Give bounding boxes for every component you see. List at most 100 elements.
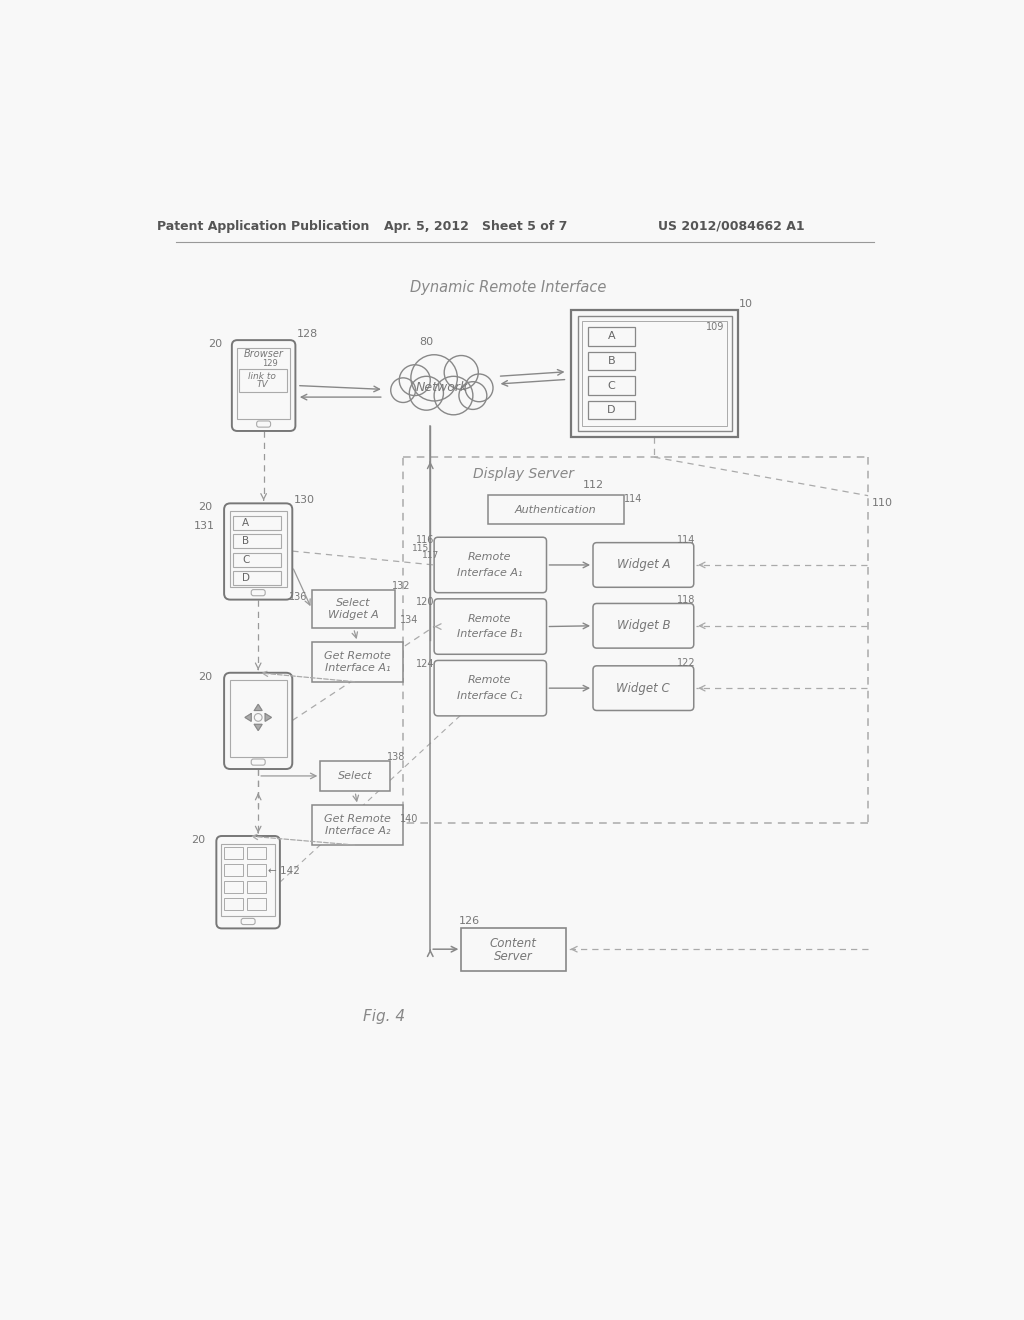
Bar bbox=[589, 351, 635, 370]
Text: 138: 138 bbox=[387, 751, 406, 762]
FancyBboxPatch shape bbox=[434, 599, 547, 655]
Text: TV: TV bbox=[256, 380, 268, 388]
Text: Content: Content bbox=[489, 937, 537, 950]
Polygon shape bbox=[245, 714, 251, 721]
Circle shape bbox=[254, 714, 262, 721]
FancyBboxPatch shape bbox=[231, 341, 295, 430]
FancyBboxPatch shape bbox=[593, 543, 693, 587]
Text: 114: 114 bbox=[677, 535, 695, 545]
Bar bbox=[589, 401, 635, 420]
Text: 115: 115 bbox=[412, 544, 429, 553]
Text: Widget A: Widget A bbox=[328, 610, 379, 620]
Text: 128: 128 bbox=[296, 329, 317, 339]
FancyBboxPatch shape bbox=[257, 421, 270, 428]
Text: Network: Network bbox=[416, 381, 468, 395]
Text: 132: 132 bbox=[392, 581, 411, 591]
Bar bbox=[233, 516, 282, 529]
FancyBboxPatch shape bbox=[593, 603, 693, 648]
Text: 80: 80 bbox=[419, 337, 433, 347]
Text: US 2012/0084662 A1: US 2012/0084662 A1 bbox=[657, 219, 804, 232]
Bar bbox=[224, 847, 243, 859]
Text: 110: 110 bbox=[871, 499, 893, 508]
Circle shape bbox=[459, 381, 486, 409]
Bar bbox=[233, 553, 282, 566]
Bar bbox=[248, 880, 266, 892]
Text: A: A bbox=[243, 517, 250, 528]
Bar bbox=[461, 928, 566, 970]
Bar bbox=[233, 535, 282, 548]
Bar bbox=[229, 681, 287, 756]
FancyBboxPatch shape bbox=[593, 665, 693, 710]
Text: Widget C: Widget C bbox=[616, 681, 671, 694]
Text: Select: Select bbox=[336, 598, 371, 609]
Text: Patent Application Publication: Patent Application Publication bbox=[158, 219, 370, 232]
Text: 20: 20 bbox=[199, 502, 213, 512]
Text: 20: 20 bbox=[190, 834, 205, 845]
Circle shape bbox=[399, 364, 430, 396]
FancyBboxPatch shape bbox=[241, 919, 255, 924]
FancyBboxPatch shape bbox=[251, 759, 265, 766]
Text: 120: 120 bbox=[416, 597, 434, 607]
Bar bbox=[229, 511, 287, 587]
Text: 112: 112 bbox=[583, 480, 603, 490]
Text: 122: 122 bbox=[677, 657, 695, 668]
Text: 130: 130 bbox=[294, 495, 314, 504]
Circle shape bbox=[444, 355, 478, 389]
Bar bbox=[224, 863, 243, 876]
Text: Apr. 5, 2012   Sheet 5 of 7: Apr. 5, 2012 Sheet 5 of 7 bbox=[384, 219, 567, 232]
Bar bbox=[488, 495, 624, 524]
Text: Remote: Remote bbox=[468, 676, 512, 685]
Polygon shape bbox=[254, 725, 262, 730]
Bar bbox=[233, 572, 282, 585]
Circle shape bbox=[434, 376, 473, 414]
Text: 117: 117 bbox=[422, 552, 439, 560]
Text: Authentication: Authentication bbox=[515, 504, 597, 515]
FancyBboxPatch shape bbox=[251, 590, 265, 595]
Text: Get Remote: Get Remote bbox=[324, 651, 391, 661]
Bar bbox=[578, 317, 732, 430]
Bar bbox=[311, 642, 403, 682]
Bar bbox=[238, 348, 290, 418]
Circle shape bbox=[410, 376, 443, 411]
Bar bbox=[321, 760, 390, 792]
Text: Display Server: Display Server bbox=[473, 467, 573, 480]
FancyBboxPatch shape bbox=[434, 537, 547, 593]
Text: Select: Select bbox=[338, 771, 373, 781]
Text: link to: link to bbox=[248, 372, 276, 380]
Circle shape bbox=[391, 378, 416, 403]
Bar bbox=[221, 843, 275, 916]
Polygon shape bbox=[265, 714, 271, 721]
Bar bbox=[224, 880, 243, 892]
Text: B: B bbox=[243, 536, 250, 546]
Text: 129: 129 bbox=[262, 359, 278, 368]
Text: 134: 134 bbox=[400, 615, 419, 626]
Bar bbox=[571, 310, 738, 437]
Text: 109: 109 bbox=[706, 322, 724, 333]
Text: Remote: Remote bbox=[468, 552, 512, 562]
Text: Interface A₁: Interface A₁ bbox=[325, 663, 390, 673]
Bar bbox=[311, 805, 403, 845]
Text: 20: 20 bbox=[208, 339, 222, 348]
Text: 126: 126 bbox=[459, 916, 479, 925]
Text: Get Remote: Get Remote bbox=[324, 814, 391, 824]
Bar bbox=[311, 590, 395, 628]
Text: 10: 10 bbox=[738, 298, 753, 309]
Bar bbox=[248, 863, 266, 876]
Bar bbox=[583, 321, 727, 426]
Text: D: D bbox=[242, 573, 250, 583]
Text: D: D bbox=[607, 405, 615, 416]
Text: C: C bbox=[242, 554, 250, 565]
FancyBboxPatch shape bbox=[224, 673, 292, 770]
Polygon shape bbox=[254, 705, 262, 710]
Text: Interface A₂: Interface A₂ bbox=[325, 826, 390, 837]
Circle shape bbox=[411, 355, 458, 401]
Text: Interface B₁: Interface B₁ bbox=[457, 630, 522, 639]
Text: 140: 140 bbox=[400, 814, 419, 824]
Text: 124: 124 bbox=[416, 659, 434, 668]
FancyBboxPatch shape bbox=[224, 503, 292, 599]
Text: 116: 116 bbox=[416, 536, 434, 545]
Text: 131: 131 bbox=[194, 521, 214, 532]
Text: Widget A: Widget A bbox=[616, 558, 670, 572]
Bar bbox=[589, 327, 635, 346]
Text: A: A bbox=[608, 331, 615, 342]
